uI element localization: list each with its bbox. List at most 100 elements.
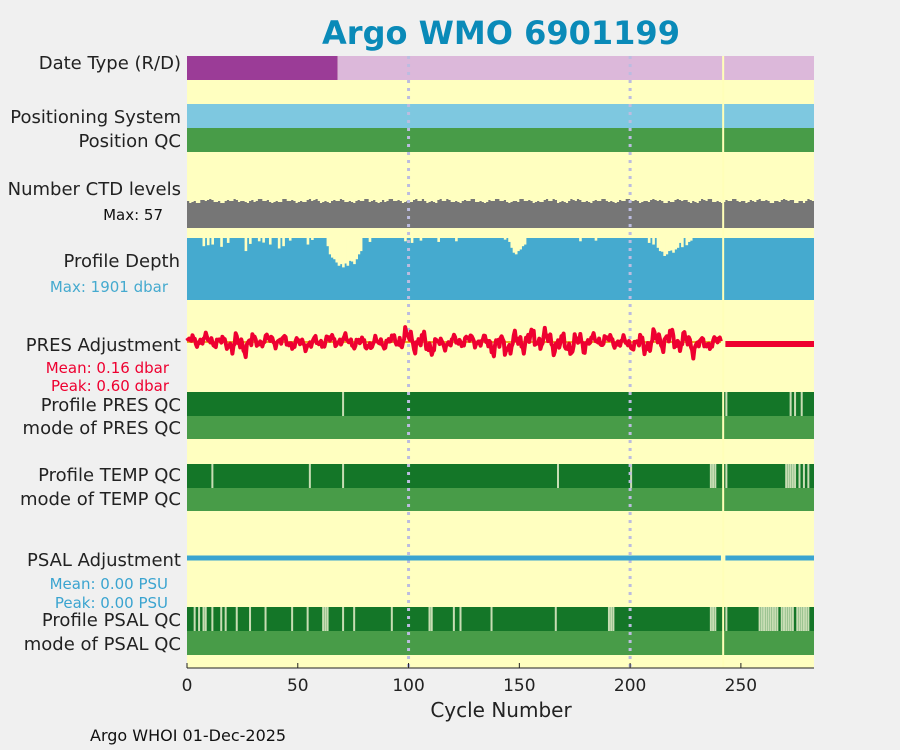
profile-depth-gap-cycle-105	[419, 238, 423, 241]
profile-temp-qc-flag-cycle-278	[802, 464, 805, 488]
profile-psal-qc-flag-cycle-275	[796, 607, 799, 631]
mode-pres-qc-band	[187, 416, 814, 439]
profile-temp-qc-flag-cycle-280	[807, 464, 810, 488]
profile-depth-gap-cycle-177	[579, 238, 582, 242]
label-mode-pres-qc: mode of PRES QC	[23, 418, 181, 439]
profile-depth-gap-cycle-72	[346, 238, 350, 266]
profile-psal-qc-flag-cycle-272	[789, 607, 792, 631]
profile-depth-gap-cycle-46	[288, 238, 292, 241]
profile-psal-qc-flag-cycle-276	[798, 607, 801, 631]
label-psal-peak: Peak: 0.00 PSU	[55, 594, 168, 612]
profile-depth-gap-cycle-216	[665, 238, 669, 255]
profile-pres-qc-flag-cycle-274	[794, 392, 797, 416]
profile-psal-qc-flag-cycle-268	[780, 607, 783, 631]
label-profile-psal-qc: Profile PSAL QC	[42, 610, 181, 631]
profile-depth-gap-cycle-225	[685, 238, 689, 246]
profile-depth-gap-cycle-221	[676, 238, 680, 248]
profile-depth-gap-cycle-184	[594, 238, 598, 241]
profile-psal-qc-flag-cycle-277	[800, 607, 803, 631]
label-profile-pres-qc: Profile PRES QC	[41, 395, 181, 416]
profile-depth-gap-cycle-222	[678, 238, 682, 243]
profile-depth-gap-cycle-219	[672, 238, 675, 253]
label-profile-depth: Profile Depth	[63, 251, 180, 272]
label-profile-depth-max: Max: 1901 dbar	[50, 278, 169, 296]
profile-psal-qc-flag-cycle-260	[763, 607, 766, 631]
profile-depth-gap-cycle-77	[357, 238, 361, 255]
profile-depth-gap-cycle-227	[689, 238, 693, 241]
profile-psal-qc-flag-cycle-280	[807, 607, 810, 631]
profile-psal-qc-flag-cycle-5	[198, 607, 201, 631]
profile-psal-qc-flag-cycle-166	[554, 607, 557, 631]
positioning-system-band	[187, 104, 814, 128]
profile-depth-gap-cycle-9	[206, 238, 210, 246]
profile-depth-gap-cycle-151	[521, 238, 525, 247]
profile-depth-gap-cycle-56	[311, 238, 314, 240]
profile-psal-qc-flag-cycle-54	[306, 607, 309, 631]
profile-psal-qc-flag-cycle-15	[220, 607, 223, 631]
profile-depth-gap-cycle-71	[344, 238, 347, 264]
profile-psal-qc-flag-cycle-273	[791, 607, 794, 631]
profile-temp-qc-flag-cycle-167	[556, 464, 559, 488]
profile-depth-gap-cycle-63	[326, 238, 330, 247]
profile-psal-qc-flag-cycle-271	[787, 607, 790, 631]
profile-temp-qc-flag-cycle-70	[342, 464, 345, 488]
x-tick-label-200: 200	[614, 676, 646, 696]
profile-depth-gap-cycle-75	[353, 238, 356, 265]
profile-psal-qc-flag-cycle-28	[249, 607, 252, 631]
profile-depth-gap-cycle-69	[339, 238, 343, 265]
profile-temp-qc-flag-cycle-243	[725, 464, 728, 488]
profile-psal-qc-flag-cycle-47	[291, 607, 294, 631]
profile-psal-qc-flag-cycle-278	[802, 607, 805, 631]
footer-credit: Argo WHOI 01-Dec-2025	[90, 726, 286, 745]
profile-depth-gap-cycle-148	[514, 238, 518, 255]
profile-temp-qc-flag-cycle-274	[794, 464, 797, 488]
profile-psal-qc-flag-cycle-17	[224, 607, 227, 631]
position-qc-band	[187, 128, 814, 152]
label-position-qc: Position QC	[78, 131, 181, 152]
profile-depth-gap-cycle-147	[512, 238, 516, 253]
profile-depth-gap-cycle-214	[661, 238, 664, 252]
profile-depth-gap-cycle-41	[277, 238, 281, 249]
label-pres-mean: Mean: 0.16 dbar	[46, 359, 170, 377]
profile-psal-qc-flag-cycle-236	[709, 607, 712, 631]
profile-depth-gap-cycle-212	[656, 238, 660, 248]
profile-depth-gap-cycle-66	[333, 238, 336, 260]
profile-temp-qc-flag-cycle-236	[709, 464, 712, 488]
profile-temp-qc-flag-cycle-55	[308, 464, 311, 488]
profile-depth-gap-cycle-145	[508, 238, 511, 242]
profile-depth-gap-cycle-82	[368, 238, 372, 242]
profile-psal-qc-flag-cycle-61	[322, 607, 325, 631]
profile-depth-gap-cycle-101	[410, 238, 414, 243]
profile-depth-gap-cycle-220	[674, 238, 678, 250]
profile-psal-qc-flag-cycle-137	[490, 607, 493, 631]
profile-depth-gap-cycle-67	[335, 238, 339, 263]
profile-psal-qc-flag-cycle-266	[776, 607, 779, 631]
profile-depth-gap-cycle-28	[249, 238, 252, 244]
label-profile-temp-qc: Profile TEMP QC	[38, 465, 181, 486]
profile-psal-qc-flag-cycle-63	[326, 607, 329, 631]
pres-adjustment-line	[185, 325, 723, 361]
profile-depth-gap-cycle-218	[669, 238, 673, 251]
profile-psal-qc-flag-cycle-264	[771, 607, 774, 631]
profile-depth-gap-cycle-149	[517, 238, 520, 252]
label-mode-temp-qc: mode of TEMP QC	[20, 489, 181, 510]
profile-psal-qc-flag-cycle-243	[725, 607, 728, 631]
x-tick-label-100: 100	[392, 676, 424, 696]
profile-depth-gap-cycle-113	[437, 238, 440, 242]
profile-depth-gap-cycle-7	[202, 238, 206, 247]
profile-depth-gap-cycle-215	[663, 238, 666, 256]
profile-psal-qc-flag-cycle-62	[324, 607, 327, 631]
profile-depth-gap-cycle-73	[348, 238, 352, 261]
profile-psal-qc-flag-cycle-261	[765, 607, 768, 631]
profile-depth-area	[187, 238, 814, 300]
profile-psal-qc-flag-cycle-35	[264, 607, 267, 631]
profile-depth-gap-cycle-74	[350, 238, 354, 262]
profile-psal-qc-flag-cycle-238	[714, 607, 717, 631]
profile-depth-gap-cycle-11	[211, 238, 214, 245]
profile-depth-gap-cycle-68	[337, 238, 341, 266]
profile-depth-gap-cycle-143	[503, 238, 507, 240]
profile-psal-qc-flag-cycle-262	[767, 607, 770, 631]
label-date-type: Date Type (R/D)	[39, 53, 181, 74]
profile-temp-qc-flag-cycle-273	[791, 464, 794, 488]
